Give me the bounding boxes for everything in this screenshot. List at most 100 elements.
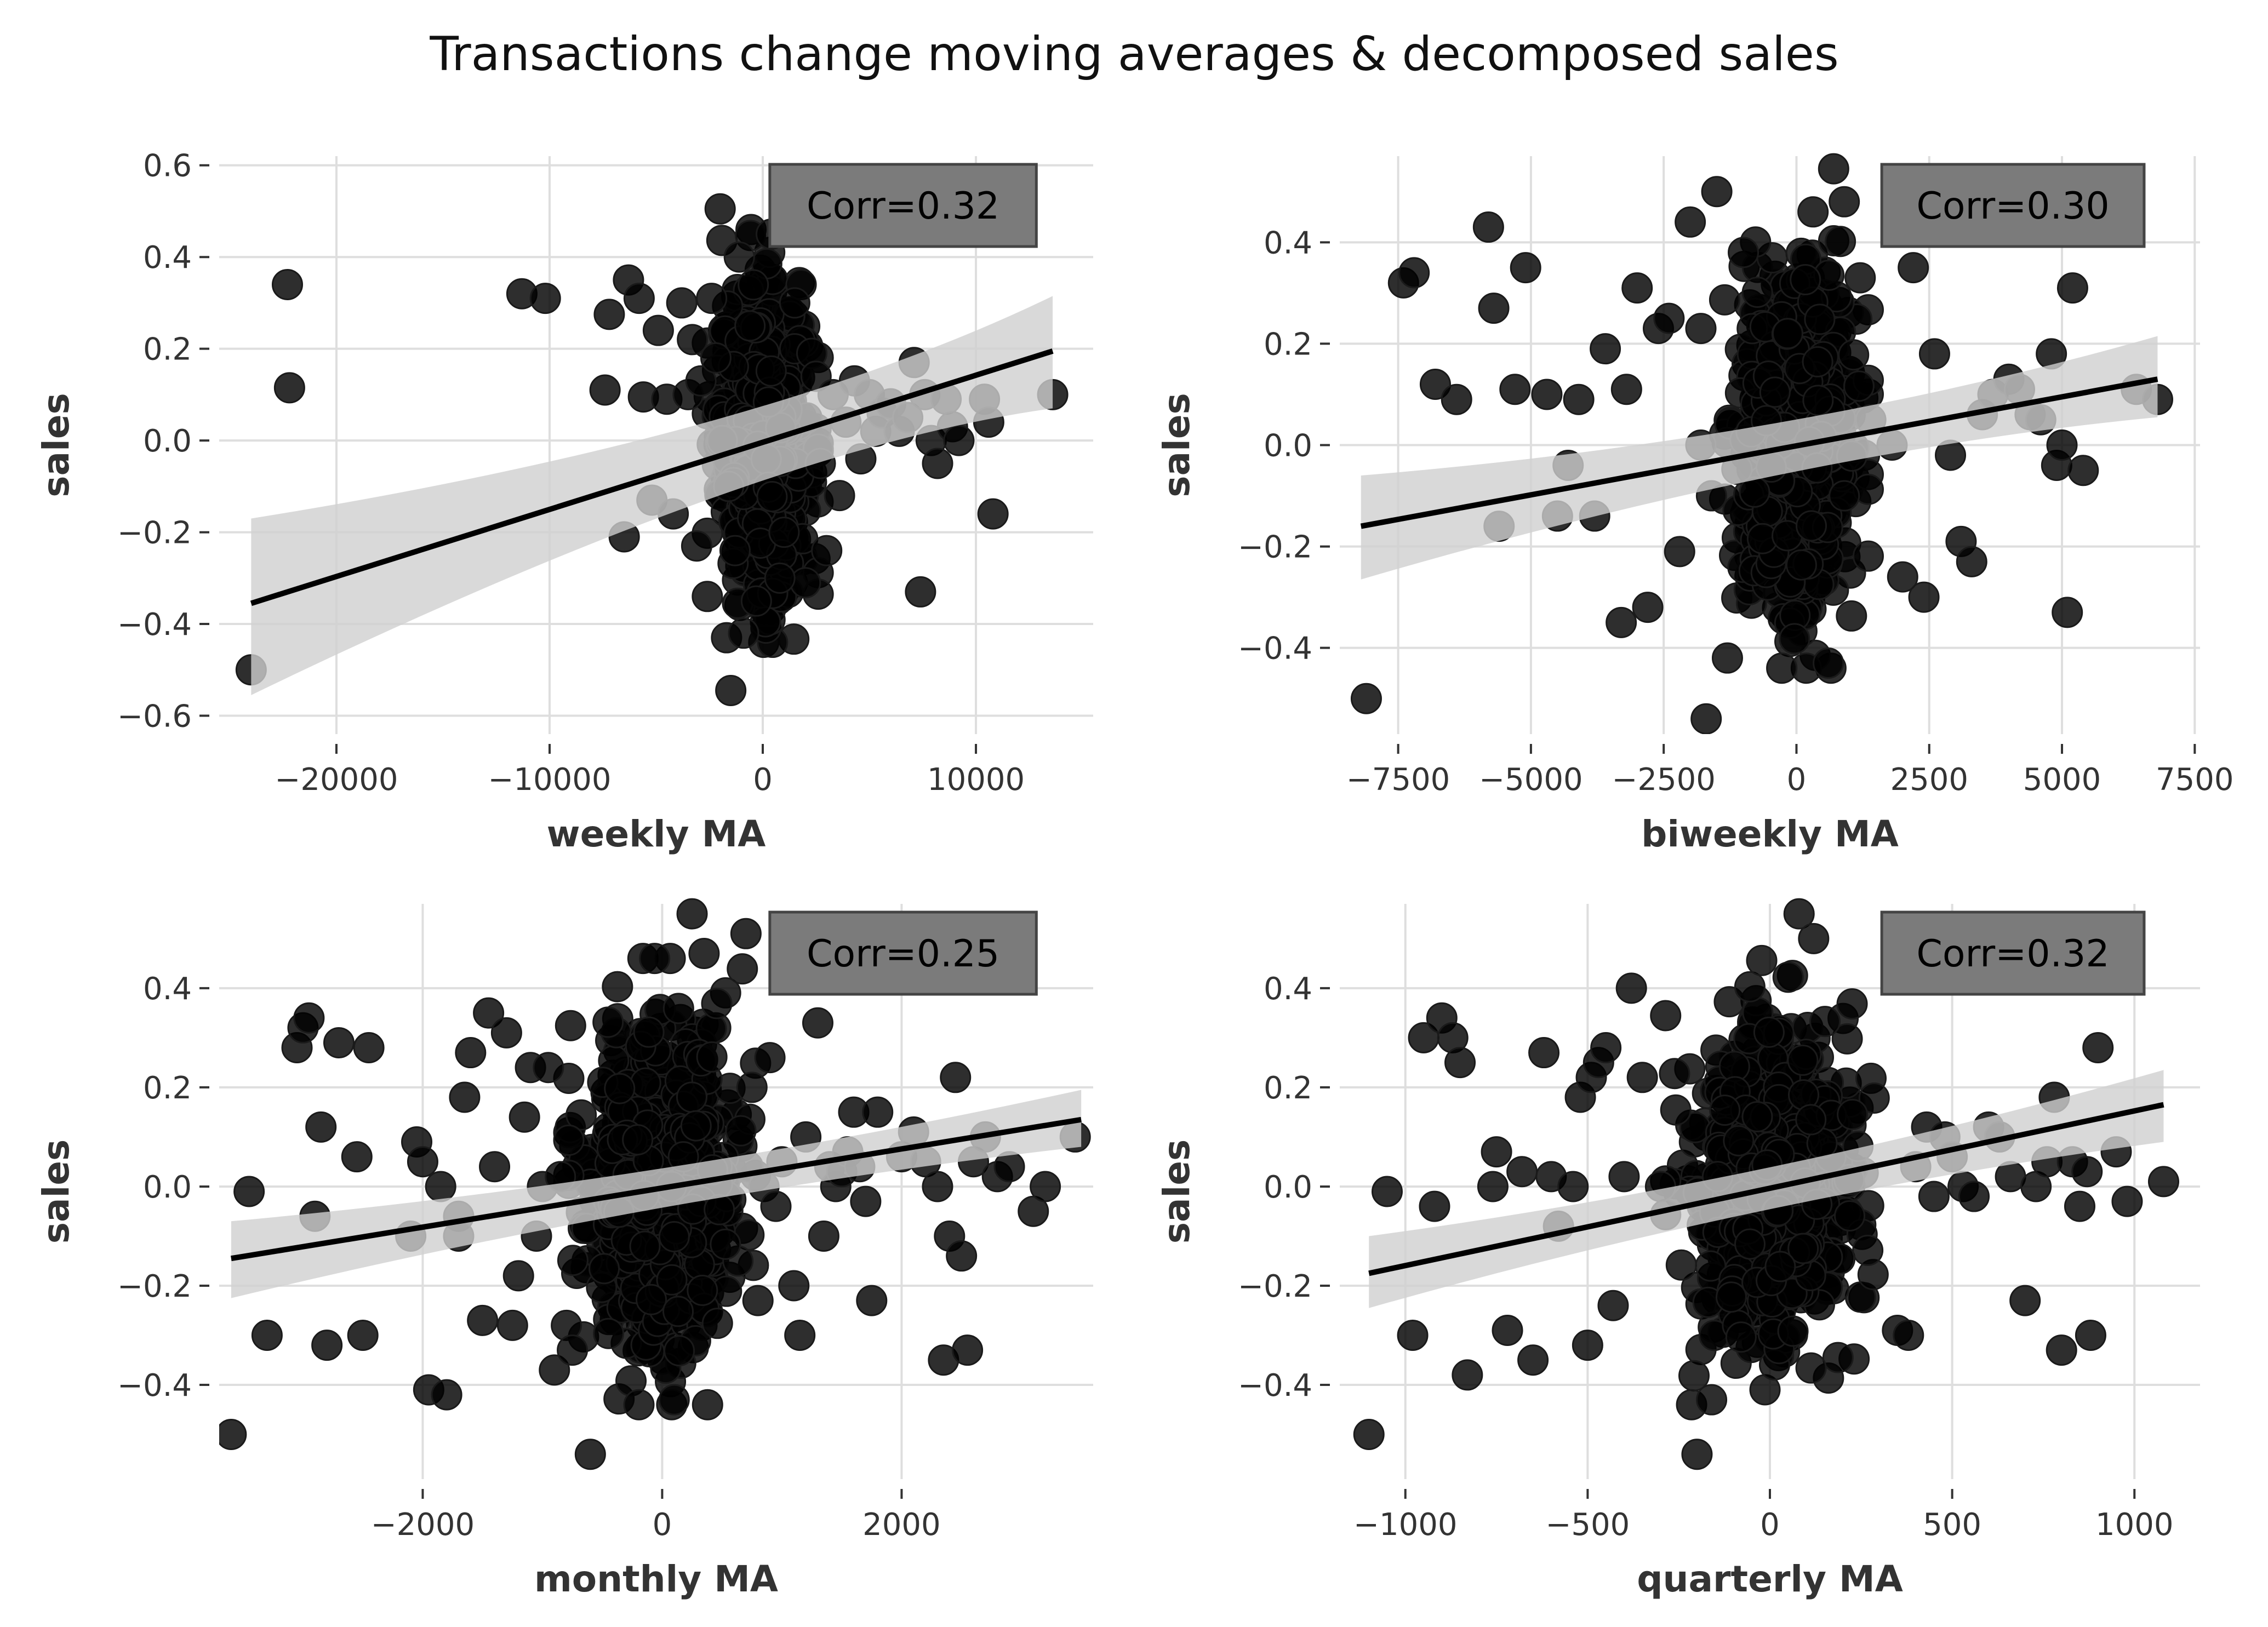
data-point <box>784 1320 816 1351</box>
data-point <box>658 1221 690 1253</box>
data-point <box>850 1185 882 1217</box>
data-point <box>1836 600 1867 632</box>
y-tick-label: 0.0 <box>143 423 192 459</box>
y-tick-label: 0.4 <box>143 240 192 276</box>
data-point <box>687 1274 718 1306</box>
data-point <box>1772 961 1804 993</box>
data-point <box>1956 546 1987 577</box>
data-point <box>1665 1249 1697 1281</box>
data-point <box>952 1334 984 1366</box>
data-point <box>736 1072 768 1103</box>
data-point <box>946 1240 978 1272</box>
data-point <box>233 1176 265 1207</box>
data-point <box>1822 1342 1854 1373</box>
x-tick-label: −20000 <box>275 762 398 798</box>
correlation-label: Corr=0.30 <box>1916 185 2109 228</box>
y-tick-label: −0.4 <box>117 607 192 643</box>
y-tick-label: −0.6 <box>117 699 192 735</box>
data-point <box>636 1284 667 1315</box>
data-point <box>219 1419 247 1451</box>
data-point <box>473 997 505 1029</box>
data-point <box>1690 703 1722 734</box>
y-ticks-monthly: −0.4 −0.2 0.0 0.2 0.4 <box>117 971 209 1403</box>
x-ticks-monthly: −2000 0 2000 <box>371 1489 941 1543</box>
y-tick-label: 0.2 <box>1264 326 1312 362</box>
data-point <box>1681 1439 1713 1470</box>
data-point <box>696 1041 728 1073</box>
data-point <box>1958 1181 1990 1212</box>
correlation-annotation: Corr=0.30 <box>1880 163 2146 248</box>
data-point <box>922 1171 953 1202</box>
x-tick-label: 2000 <box>862 1507 941 1543</box>
data-point <box>730 918 762 949</box>
data-point <box>553 1124 585 1156</box>
data-point <box>1696 1384 1728 1416</box>
data-point <box>940 1062 972 1093</box>
y-tick-label: −0.2 <box>117 515 192 551</box>
x-tick-label: −1000 <box>1353 1507 1457 1543</box>
data-point <box>1787 1044 1819 1076</box>
data-point <box>1615 972 1647 1004</box>
y-tick-label: 0.2 <box>1264 1070 1312 1106</box>
data-point <box>293 1002 325 1034</box>
data-point <box>1397 1320 1429 1351</box>
data-point <box>467 1304 499 1336</box>
data-point <box>602 971 633 1002</box>
x-tick-label: 7500 <box>2156 762 2234 798</box>
data-point <box>557 1245 589 1276</box>
data-point <box>692 1389 723 1420</box>
data-point <box>715 674 747 706</box>
data-point <box>1795 1352 1827 1384</box>
data-point <box>1764 1251 1796 1282</box>
x-tick-label: 5000 <box>2023 762 2101 798</box>
data-point <box>629 1230 661 1262</box>
data-point <box>1419 1190 1450 1222</box>
data-point <box>589 374 621 406</box>
data-point <box>1608 1161 1640 1193</box>
data-point <box>1725 1321 1757 1353</box>
data-point <box>1597 1290 1629 1321</box>
plot-area-quarterly <box>1353 898 2179 1470</box>
data-point <box>592 1006 624 1038</box>
data-point <box>1813 647 1844 679</box>
subplot-weekly: −20000 −10000 0 10000 −0.6 −0.4 −0.2 0.0 0.2 0.4 0… <box>35 148 1093 855</box>
data-point <box>1695 1250 1727 1282</box>
data-point <box>1371 1176 1403 1207</box>
data-point <box>1030 1171 1061 1202</box>
annotation-box <box>768 163 1038 248</box>
data-point <box>1531 379 1563 410</box>
data-point <box>565 1099 597 1131</box>
data-point <box>677 324 709 356</box>
x-axis-label: weekly MA <box>547 813 766 855</box>
y-tick-label: 0.0 <box>1264 1170 1312 1205</box>
data-point <box>685 365 717 397</box>
data-point <box>1709 284 1740 316</box>
data-point <box>623 283 655 314</box>
data-point <box>557 1334 589 1366</box>
data-point <box>1477 1171 1509 1202</box>
x-ticks-weekly: −20000 −10000 0 10000 <box>275 744 1025 798</box>
x-tick-label: 0 <box>1760 1507 1780 1543</box>
data-point <box>1893 1320 1924 1351</box>
data-point <box>754 1042 786 1074</box>
plot-area-weekly <box>235 175 1069 706</box>
x-tick-label: 10000 <box>927 762 1025 798</box>
y-axis-label: sales <box>1156 1139 1198 1244</box>
data-point <box>1852 1234 1884 1266</box>
data-point <box>1796 510 1827 542</box>
data-point <box>1918 1181 1950 1212</box>
data-point <box>1777 1315 1809 1347</box>
data-point <box>662 993 694 1024</box>
data-point <box>700 342 732 374</box>
data-point <box>664 1335 695 1367</box>
x-tick-label: 0 <box>653 1507 672 1543</box>
y-tick-label: 0.2 <box>143 1070 192 1106</box>
data-point <box>728 617 759 649</box>
plot-area-monthly <box>219 898 1091 1470</box>
x-tick-label: 500 <box>1923 1507 1981 1543</box>
data-point <box>490 1017 522 1049</box>
subplot-quarterly: −1000 −500 0 500 1000 −0.4 −0.2 0.0 0.2 0.4 quarte… <box>1156 898 2200 1600</box>
annotation-box <box>768 910 1038 996</box>
figure-title: Transactions change moving averages & de… <box>429 27 1838 82</box>
